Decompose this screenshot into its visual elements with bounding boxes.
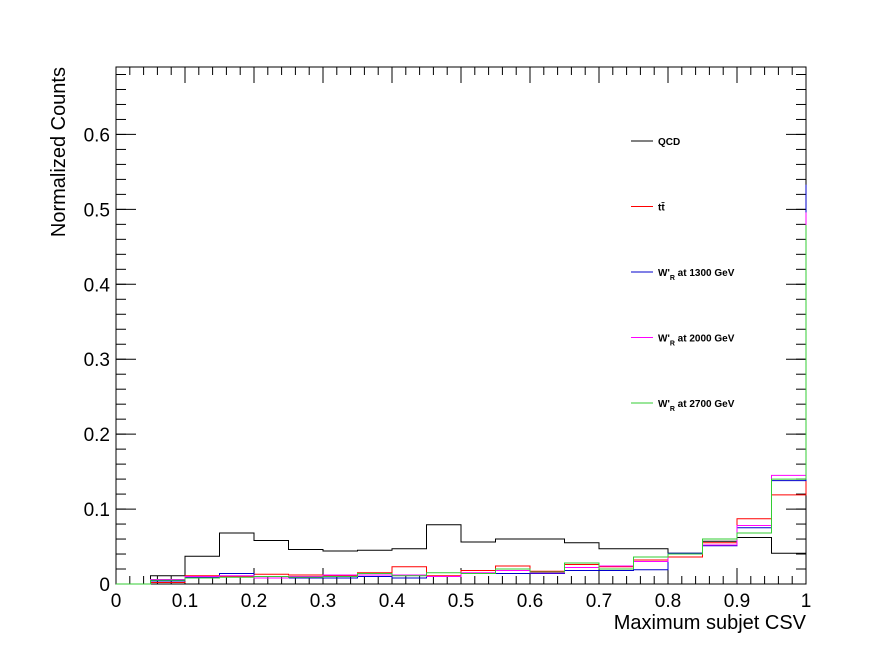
legend-label: W'R at 1300 GeV [658, 268, 735, 282]
x-tick-label: 0.1 [172, 591, 198, 612]
x-tick-label: 0.7 [586, 591, 612, 612]
legend: QCD tt̄ W'R at 1300 GeV W'R at 2000 GeV W'R … [631, 137, 735, 413]
x-tick-label: 0.6 [517, 591, 543, 612]
x-tick-label: 0.2 [241, 591, 267, 612]
plot-frame [115, 66, 807, 585]
legend-label: W'R at 2000 GeV [658, 334, 735, 348]
legend-label: W'R at 2700 GeV [658, 399, 735, 413]
tick-labels: 0 0.1 0.2 0.3 0.4 0.5 0.6 0.7 0.8 0.9 1 0 0.1 0.2 0.3 0… [84, 125, 812, 612]
series-layer [116, 184, 807, 585]
y-tick-label: 0.5 [84, 200, 110, 221]
y-tick-label: 0 [99, 575, 110, 596]
x-tick-label: 0.4 [379, 591, 406, 612]
x-axis-title: Maximum subjet CSV [614, 612, 807, 634]
y-tick-label: 0.6 [84, 125, 110, 146]
y-tick-label: 0.1 [84, 500, 110, 521]
legend-label: tt̄ [658, 202, 665, 214]
y-tick-label: 0.2 [84, 425, 110, 446]
y-tick-label: 0.4 [84, 275, 111, 296]
x-tick-label: 0 [111, 591, 122, 612]
series-line-2 [116, 184, 807, 585]
axis-ticks [115, 67, 807, 585]
y-axis-title: Normalized Counts [48, 67, 70, 237]
x-tick-label: 0.3 [310, 591, 336, 612]
x-tick-label: 0.9 [724, 591, 750, 612]
series-line-4 [116, 225, 807, 585]
x-tick-label: 0.8 [655, 591, 681, 612]
x-tick-label: 1 [801, 591, 812, 612]
legend-label: QCD [658, 137, 680, 148]
x-tick-label: 0.5 [448, 591, 474, 612]
y-tick-label: 0.3 [84, 350, 110, 371]
